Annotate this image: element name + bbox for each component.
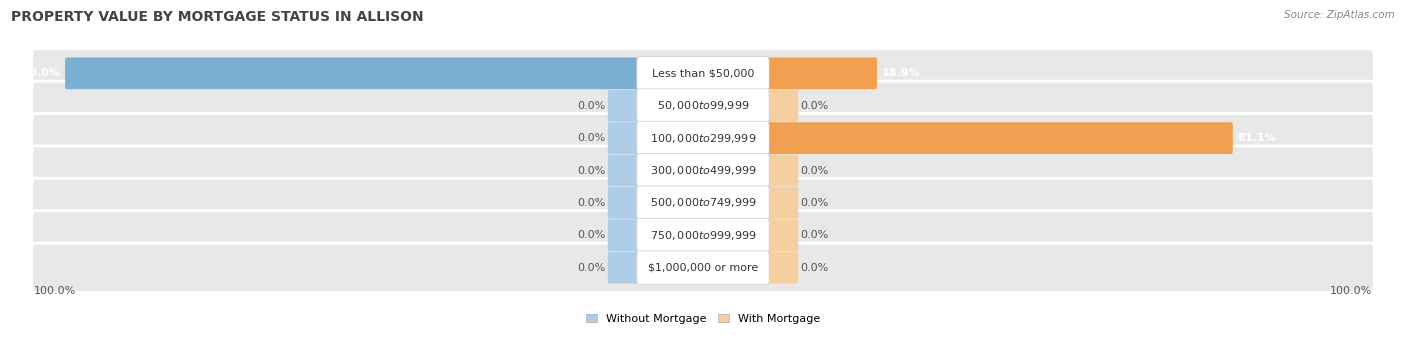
Text: Source: ZipAtlas.com: Source: ZipAtlas.com <box>1284 10 1395 20</box>
Text: 0.0%: 0.0% <box>800 165 828 176</box>
Text: 0.0%: 0.0% <box>578 101 606 111</box>
Text: 0.0%: 0.0% <box>578 165 606 176</box>
Text: 100.0%: 100.0% <box>34 286 76 296</box>
Text: 18.9%: 18.9% <box>882 68 920 78</box>
FancyBboxPatch shape <box>637 251 769 284</box>
FancyBboxPatch shape <box>607 187 638 219</box>
Text: $750,000 to $999,999: $750,000 to $999,999 <box>650 229 756 242</box>
Text: 0.0%: 0.0% <box>578 133 606 143</box>
FancyBboxPatch shape <box>607 154 638 187</box>
FancyBboxPatch shape <box>768 57 877 89</box>
FancyBboxPatch shape <box>768 154 799 187</box>
Text: $50,000 to $99,999: $50,000 to $99,999 <box>657 99 749 112</box>
Text: 0.0%: 0.0% <box>800 263 828 273</box>
FancyBboxPatch shape <box>768 90 799 122</box>
Text: 100.0%: 100.0% <box>1330 286 1372 296</box>
FancyBboxPatch shape <box>637 154 769 187</box>
FancyBboxPatch shape <box>31 211 1375 260</box>
FancyBboxPatch shape <box>31 114 1375 163</box>
Text: 100.0%: 100.0% <box>15 68 60 78</box>
Text: 0.0%: 0.0% <box>578 198 606 208</box>
Text: 0.0%: 0.0% <box>800 230 828 240</box>
FancyBboxPatch shape <box>637 121 769 155</box>
FancyBboxPatch shape <box>31 146 1375 195</box>
FancyBboxPatch shape <box>607 90 638 122</box>
FancyBboxPatch shape <box>637 89 769 122</box>
FancyBboxPatch shape <box>768 219 799 251</box>
Text: $1,000,000 or more: $1,000,000 or more <box>648 263 758 273</box>
Text: Less than $50,000: Less than $50,000 <box>652 68 754 78</box>
FancyBboxPatch shape <box>768 252 799 284</box>
Text: 0.0%: 0.0% <box>578 230 606 240</box>
FancyBboxPatch shape <box>768 187 799 219</box>
FancyBboxPatch shape <box>768 122 1233 154</box>
Text: 0.0%: 0.0% <box>800 101 828 111</box>
Text: PROPERTY VALUE BY MORTGAGE STATUS IN ALLISON: PROPERTY VALUE BY MORTGAGE STATUS IN ALL… <box>11 10 423 24</box>
Text: 0.0%: 0.0% <box>578 263 606 273</box>
FancyBboxPatch shape <box>65 57 638 89</box>
FancyBboxPatch shape <box>31 81 1375 130</box>
FancyBboxPatch shape <box>31 49 1375 98</box>
FancyBboxPatch shape <box>637 219 769 252</box>
Legend: Without Mortgage, With Mortgage: Without Mortgage, With Mortgage <box>582 309 824 328</box>
Text: 81.1%: 81.1% <box>1237 133 1275 143</box>
FancyBboxPatch shape <box>637 186 769 220</box>
Text: $500,000 to $749,999: $500,000 to $749,999 <box>650 196 756 209</box>
FancyBboxPatch shape <box>31 178 1375 227</box>
Text: $100,000 to $299,999: $100,000 to $299,999 <box>650 132 756 145</box>
FancyBboxPatch shape <box>607 122 638 154</box>
FancyBboxPatch shape <box>31 243 1375 292</box>
FancyBboxPatch shape <box>607 219 638 251</box>
Text: $300,000 to $499,999: $300,000 to $499,999 <box>650 164 756 177</box>
FancyBboxPatch shape <box>607 252 638 284</box>
FancyBboxPatch shape <box>637 57 769 90</box>
Text: 0.0%: 0.0% <box>800 198 828 208</box>
